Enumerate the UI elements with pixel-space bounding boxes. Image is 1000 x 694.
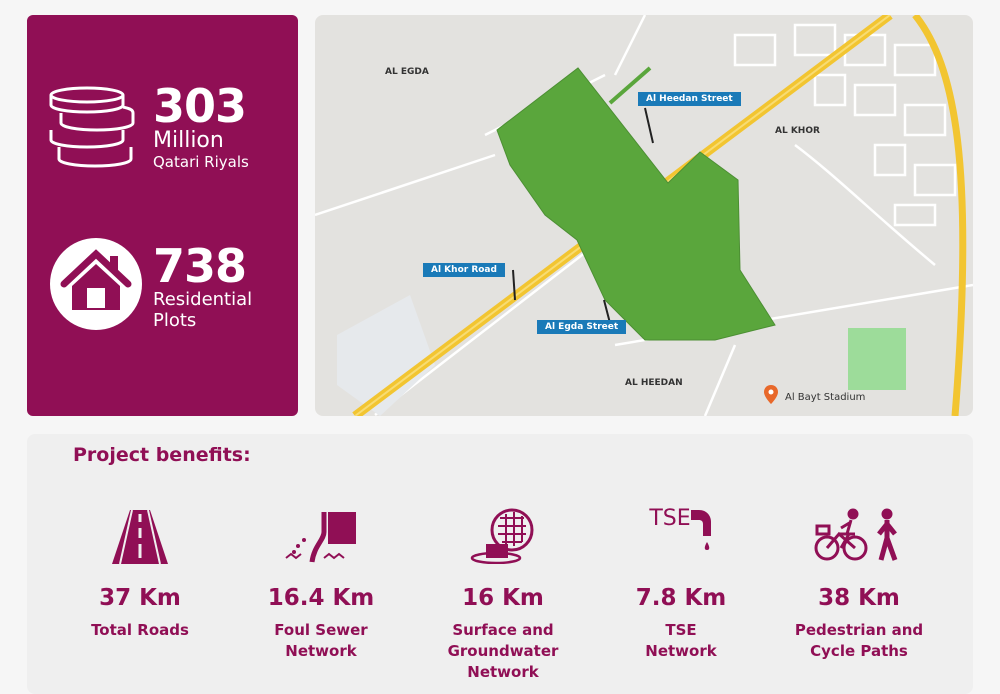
budget-currency: Qatari Riyals bbox=[153, 153, 249, 171]
coins-icon bbox=[49, 86, 135, 168]
key-figures-panel: 303 Million Qatari Riyals 738 Residentia… bbox=[27, 15, 298, 416]
benefits-title: Project benefits: bbox=[73, 444, 251, 466]
budget-value: 303 bbox=[153, 79, 247, 133]
street-label-al-khor-road: Al Khor Road bbox=[423, 263, 505, 277]
street-label-al-heedan: Al Heedan Street bbox=[638, 92, 741, 106]
plots-label-2: Plots bbox=[153, 310, 197, 331]
budget-unit: Million bbox=[153, 128, 224, 153]
benefit-tse: TSE 7.8 Km TSE Network bbox=[591, 504, 771, 662]
benefit-sewer: 16.4 Km Foul Sewer Network bbox=[231, 504, 411, 662]
drain-icon bbox=[470, 508, 534, 564]
budget-stat: 303 Million Qatari Riyals bbox=[153, 83, 249, 171]
benefit-drainage: 16 Km Surface and Groundwater Network bbox=[413, 504, 593, 683]
benefit-value: 37 Km bbox=[99, 585, 181, 611]
street-label-al-egda: Al Egda Street bbox=[537, 320, 627, 334]
benefit-paths: 38 Km Pedestrian and Cycle Paths bbox=[769, 504, 949, 662]
house-icon bbox=[50, 238, 142, 330]
area-label-al-heedan: AL HEEDAN bbox=[625, 378, 683, 388]
plots-stat: 738 Residential Plots bbox=[153, 243, 252, 331]
tse-icon-text: TSE bbox=[649, 506, 691, 531]
project-map[interactable]: AL EGDA AL KHOR AL HEEDAN Al Heedan Stre… bbox=[315, 15, 973, 416]
benefit-label: Total Roads bbox=[91, 621, 189, 639]
benefit-label: Surface and Groundwater Network bbox=[447, 621, 559, 681]
benefit-roads: 37 Km Total Roads bbox=[50, 504, 230, 641]
tse-tap-icon: TSE bbox=[591, 504, 771, 564]
map-graphics bbox=[315, 15, 973, 416]
sewer-pipe-icon bbox=[285, 512, 356, 563]
poi-al-bayt-stadium[interactable]: Al Bayt Stadium bbox=[785, 392, 866, 403]
project-area bbox=[496, 67, 776, 341]
area-label-al-egda: AL EGDA bbox=[385, 67, 429, 77]
benefit-value: 16 Km bbox=[462, 585, 544, 611]
benefit-value: 16.4 Km bbox=[267, 585, 375, 611]
plots-value: 738 bbox=[153, 239, 247, 293]
benefit-value: 38 Km bbox=[818, 585, 900, 611]
plots-label-1: Residential bbox=[153, 289, 253, 310]
benefits-panel: Project benefits: 37 Km Total Roads 16.4… bbox=[27, 434, 973, 694]
benefit-value: 7.8 Km bbox=[635, 585, 727, 611]
benefit-label: Pedestrian and Cycle Paths bbox=[794, 621, 924, 660]
area-label-al-khor: AL KHOR bbox=[775, 126, 820, 136]
road-icon bbox=[112, 510, 168, 564]
benefit-label: Foul Sewer Network bbox=[274, 621, 368, 660]
benefit-label: TSE Network bbox=[645, 621, 717, 660]
cyclist-pedestrian-icon bbox=[814, 508, 898, 561]
